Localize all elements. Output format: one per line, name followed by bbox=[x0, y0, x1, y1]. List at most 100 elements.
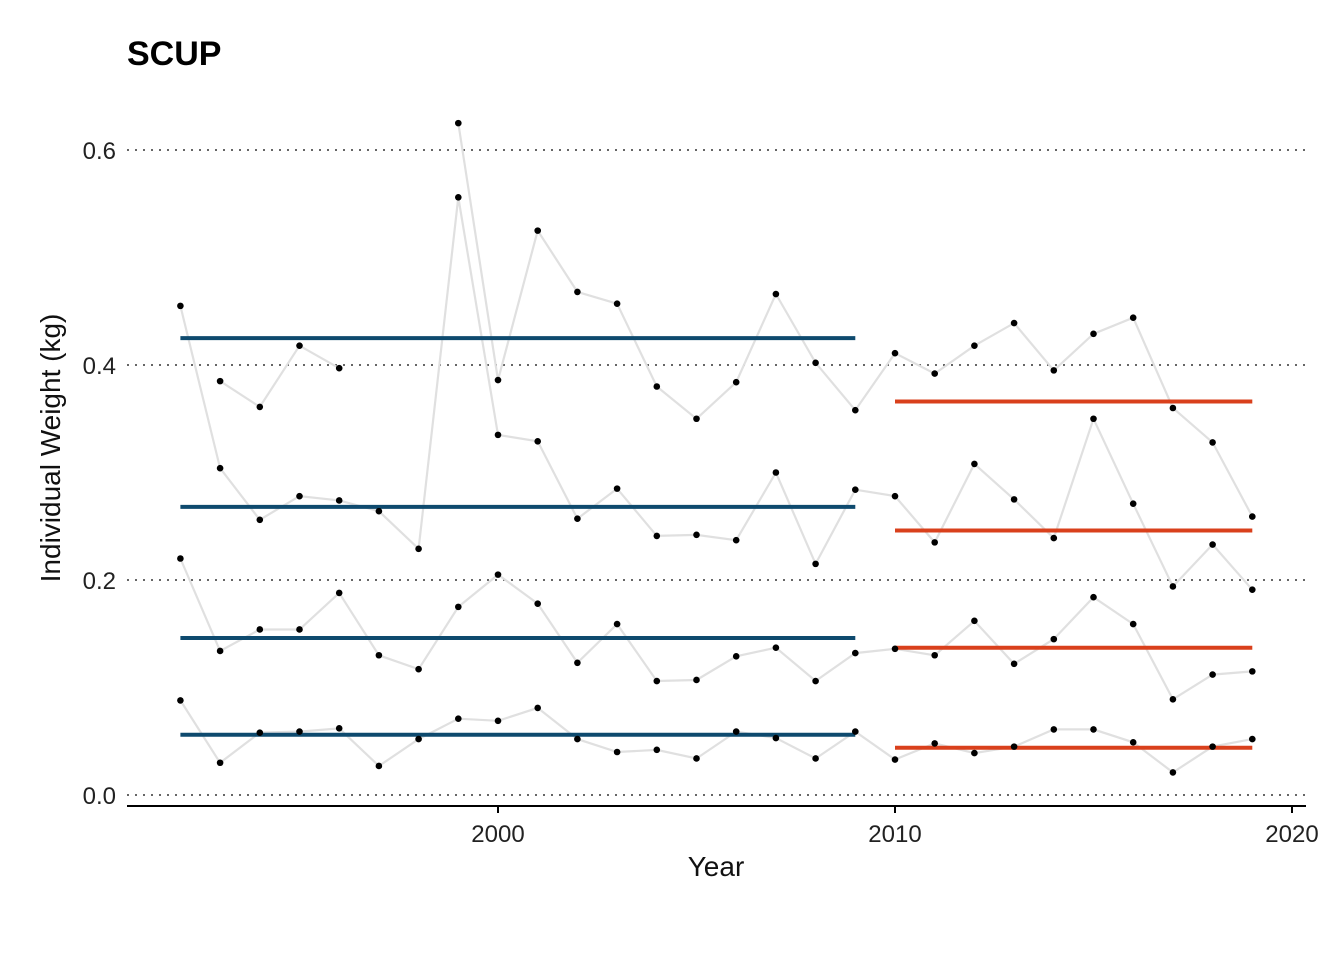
data-point bbox=[613, 620, 621, 628]
chart-title: SCUP bbox=[127, 35, 221, 73]
data-point bbox=[812, 560, 819, 568]
data-point bbox=[1050, 635, 1058, 643]
data-point bbox=[216, 647, 224, 655]
data-point bbox=[693, 676, 700, 684]
data-point bbox=[296, 626, 303, 633]
data-point bbox=[891, 349, 899, 357]
data-point bbox=[1050, 726, 1058, 733]
data-point bbox=[177, 555, 184, 562]
data-point bbox=[613, 485, 621, 492]
data-point bbox=[494, 571, 502, 578]
data-point bbox=[335, 364, 343, 372]
data-point bbox=[415, 545, 422, 553]
data-point bbox=[1169, 404, 1177, 412]
data-point bbox=[852, 728, 859, 735]
data-point bbox=[574, 659, 581, 667]
data-point bbox=[455, 603, 462, 611]
data-point bbox=[732, 378, 740, 386]
data-point bbox=[1209, 671, 1216, 678]
data-point bbox=[1010, 319, 1018, 327]
data-points bbox=[177, 119, 1256, 776]
y-tick-label: 0.6 bbox=[83, 138, 116, 165]
data-point bbox=[256, 729, 264, 736]
data-point bbox=[574, 288, 581, 296]
data-point bbox=[375, 651, 383, 659]
data-point bbox=[1050, 534, 1058, 542]
series-lines bbox=[179, 122, 1254, 774]
data-point bbox=[1090, 330, 1097, 338]
data-point bbox=[177, 302, 184, 310]
data-point bbox=[335, 497, 343, 504]
y-tick-label: 0.0 bbox=[83, 783, 116, 810]
data-point bbox=[613, 748, 621, 756]
data-point bbox=[494, 431, 502, 439]
gridlines bbox=[127, 149, 1306, 796]
data-point bbox=[296, 342, 303, 349]
data-point bbox=[335, 725, 343, 732]
data-point bbox=[1090, 593, 1097, 601]
data-point bbox=[256, 516, 264, 524]
data-point bbox=[296, 728, 303, 735]
data-point bbox=[812, 755, 819, 762]
data-point bbox=[1050, 367, 1058, 374]
data-point bbox=[653, 677, 661, 685]
x-tick-label: 2000 bbox=[471, 821, 524, 848]
data-point bbox=[1090, 726, 1097, 733]
data-point bbox=[693, 415, 700, 423]
x-tick-label: 2020 bbox=[1265, 821, 1318, 848]
data-point bbox=[732, 728, 740, 735]
data-point bbox=[1010, 660, 1018, 668]
data-point bbox=[455, 715, 462, 722]
data-point bbox=[812, 677, 819, 685]
data-point bbox=[1209, 743, 1216, 750]
data-point bbox=[852, 649, 859, 657]
data-point bbox=[931, 651, 938, 659]
data-point bbox=[653, 746, 661, 754]
data-point bbox=[534, 704, 541, 712]
series-line bbox=[219, 122, 1254, 518]
data-point bbox=[1209, 439, 1216, 446]
data-point bbox=[256, 403, 264, 411]
data-point bbox=[971, 342, 978, 349]
data-point bbox=[772, 469, 780, 476]
data-point bbox=[375, 507, 383, 515]
data-point bbox=[931, 740, 938, 747]
data-point bbox=[891, 756, 899, 763]
data-point bbox=[256, 626, 264, 633]
data-point bbox=[1169, 769, 1177, 776]
data-point bbox=[1129, 500, 1137, 507]
data-point bbox=[891, 645, 899, 653]
data-point bbox=[852, 406, 859, 414]
y-tick-label: 0.4 bbox=[83, 353, 116, 380]
data-point bbox=[732, 653, 740, 660]
x-tick-label: 2010 bbox=[868, 821, 921, 848]
data-point bbox=[1129, 314, 1137, 322]
data-point bbox=[693, 755, 700, 762]
y-tick-label: 0.2 bbox=[83, 568, 116, 595]
data-point bbox=[613, 300, 621, 308]
data-point bbox=[216, 464, 224, 472]
data-point bbox=[415, 735, 422, 743]
data-point bbox=[375, 762, 383, 770]
data-point bbox=[732, 536, 740, 544]
data-point bbox=[534, 227, 541, 234]
data-point bbox=[534, 438, 541, 445]
data-point bbox=[931, 539, 938, 546]
data-point bbox=[574, 515, 581, 523]
x-axis-title: Year bbox=[688, 851, 745, 882]
data-point bbox=[772, 644, 780, 652]
data-point bbox=[216, 759, 224, 767]
mean-lines bbox=[180, 336, 1253, 750]
data-point bbox=[1169, 696, 1177, 703]
data-point bbox=[415, 665, 422, 673]
data-point bbox=[574, 735, 581, 743]
data-point bbox=[177, 697, 184, 704]
data-point bbox=[216, 377, 224, 385]
data-point bbox=[891, 492, 899, 500]
data-point bbox=[971, 749, 978, 757]
axes: 0.0 0.2 0.4 0.6 2000 2010 2020 bbox=[83, 138, 1319, 848]
data-point bbox=[653, 383, 661, 390]
data-point bbox=[931, 370, 938, 377]
